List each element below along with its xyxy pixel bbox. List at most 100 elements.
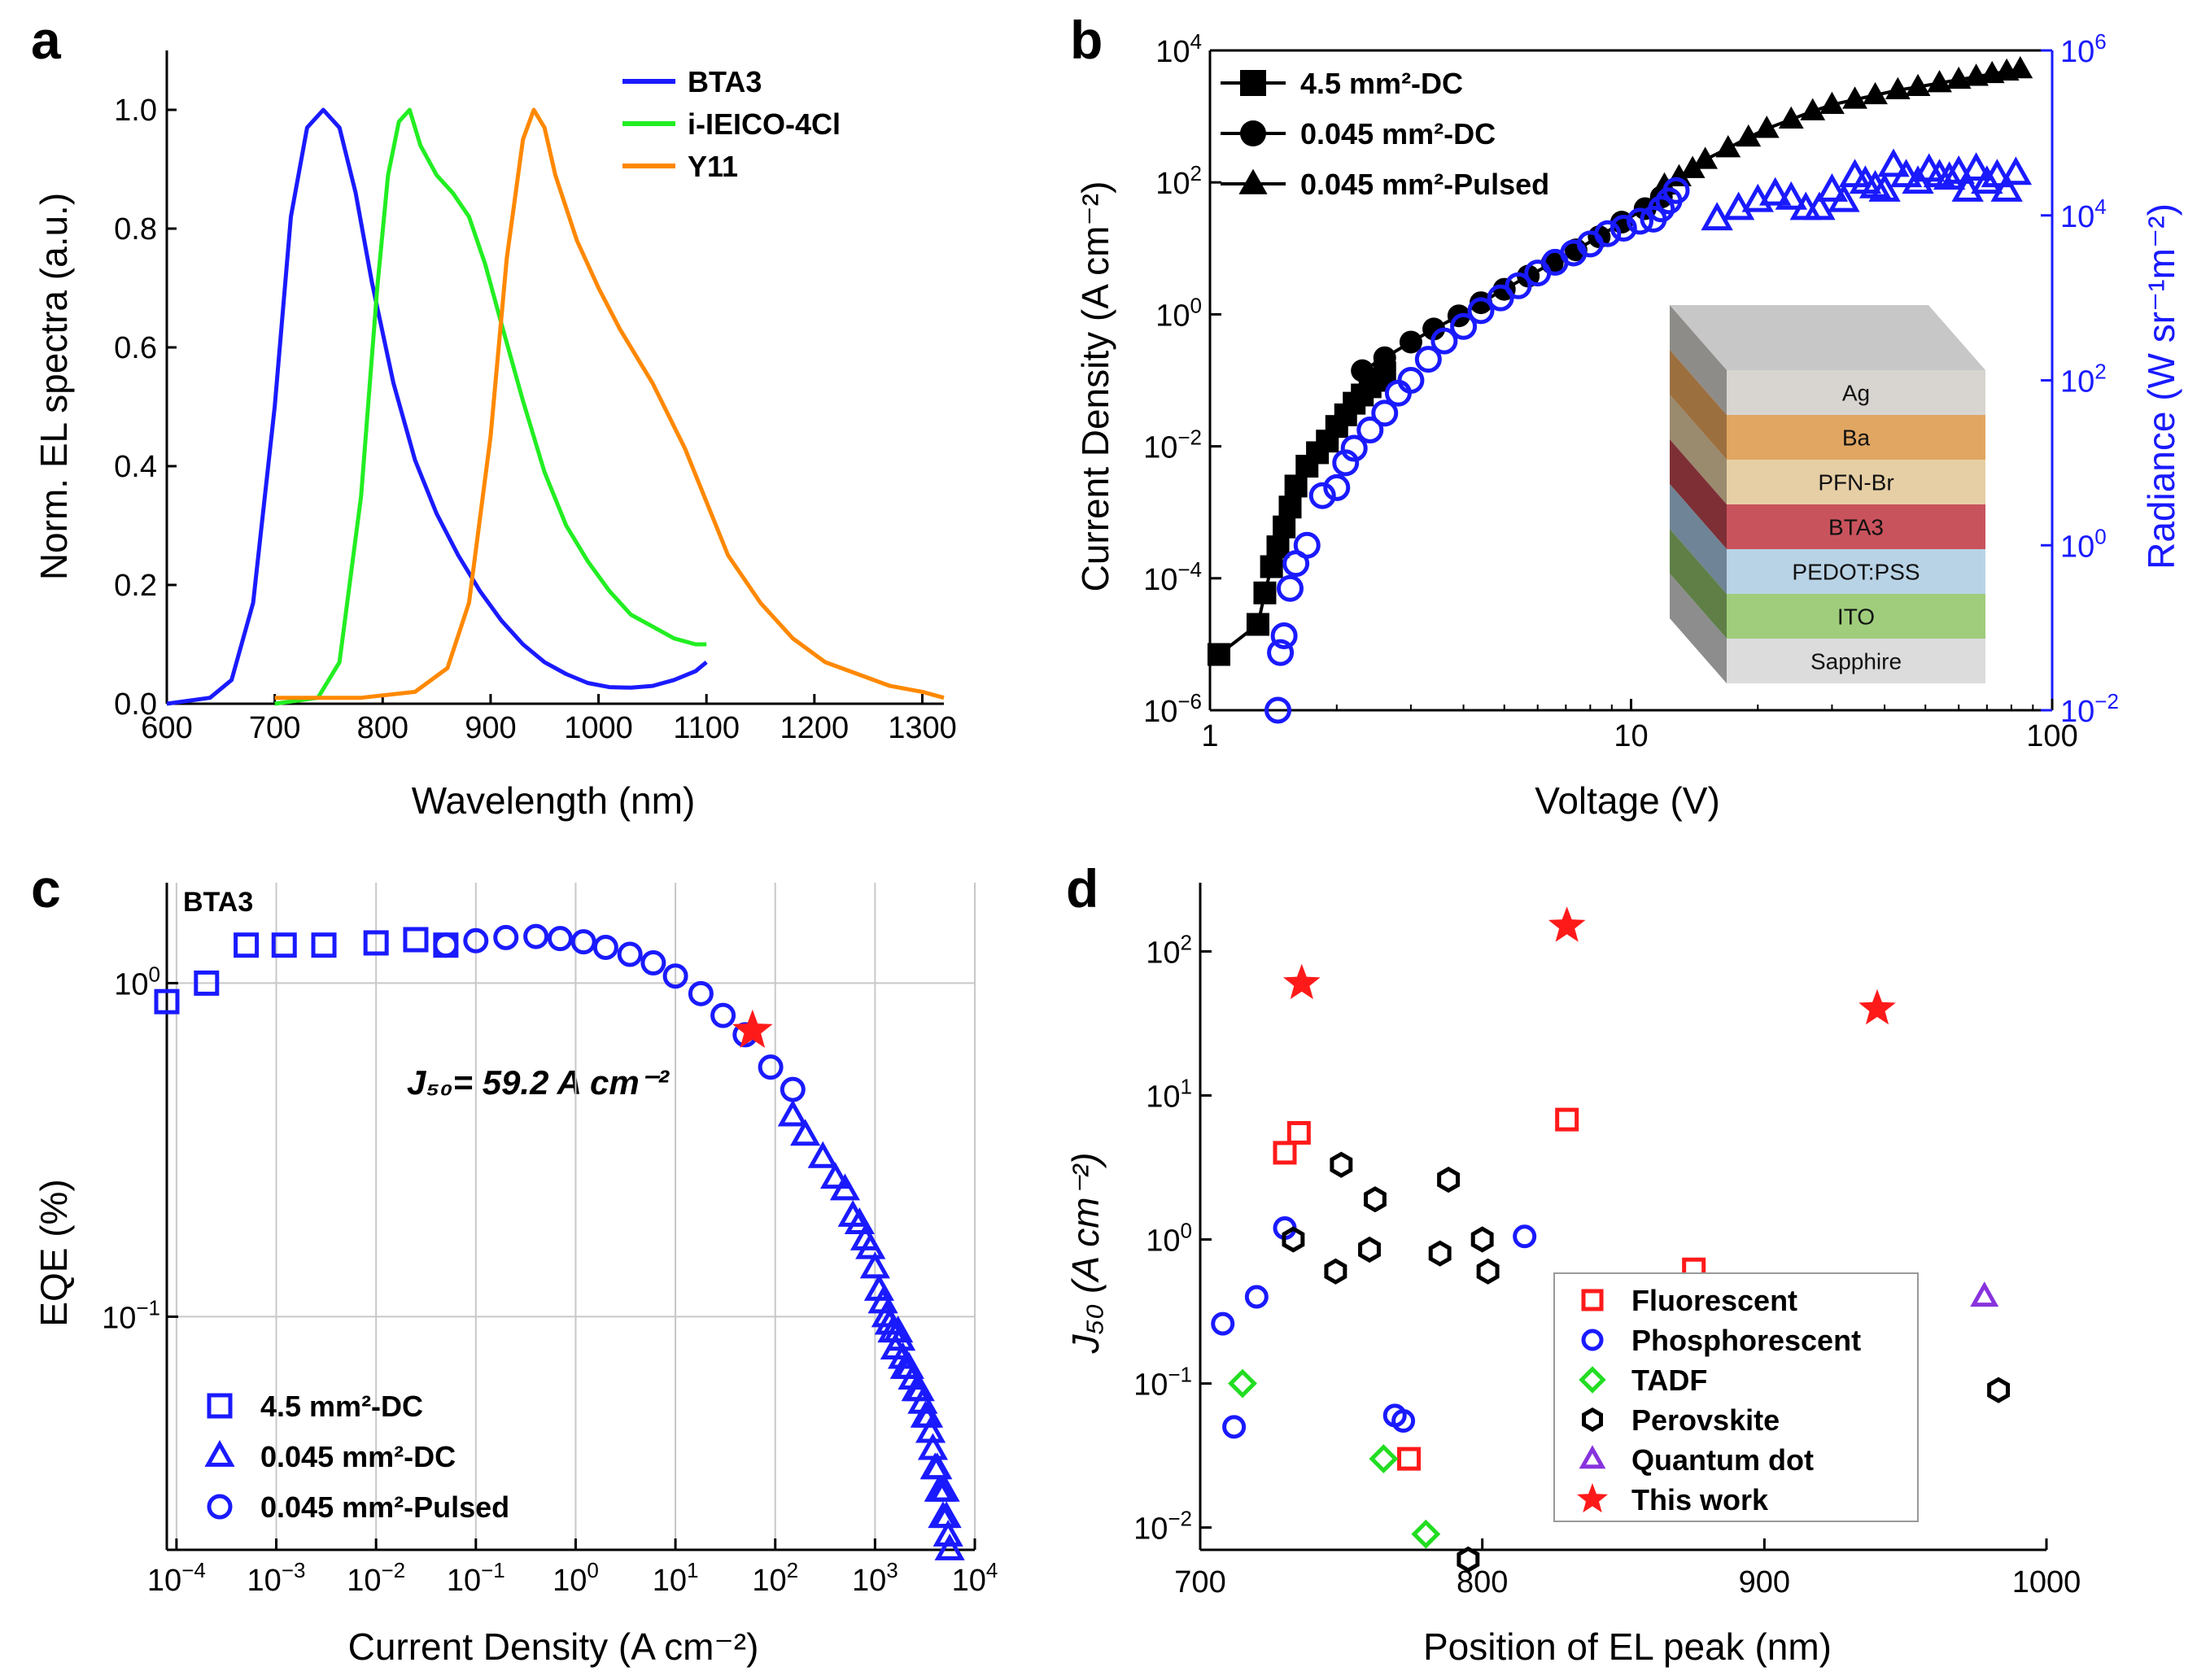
- data-point: [194, 970, 220, 996]
- x-tick-label: 101: [653, 1558, 699, 1598]
- inset-layer-front: [1727, 594, 1985, 639]
- legend-label: BTA3: [688, 65, 762, 98]
- y-tick-label: 0.4: [114, 450, 157, 484]
- x-tick-label: 700: [249, 711, 300, 745]
- inset-layer-side: [1670, 574, 1727, 683]
- inset-layer-side: [1670, 350, 1727, 460]
- y2-tick-label: 100: [2060, 524, 2107, 564]
- y2-tick-label: 104: [2060, 194, 2107, 234]
- series-line-y11: [274, 107, 945, 700]
- x-tick-label: 900: [1739, 1565, 1790, 1599]
- inset-layer-label: Sapphire: [1810, 649, 1902, 674]
- y2-tick-label: 10−2: [2060, 689, 2119, 729]
- data-point: [1759, 177, 1792, 206]
- y-tick-label: 102: [1146, 930, 1192, 970]
- data-point: [1211, 1311, 1235, 1336]
- legend-marker: [1240, 70, 1266, 96]
- y-tick-label: 0.0: [114, 687, 157, 722]
- legend-label: 0.045 mm²-Pulsed: [1300, 168, 1549, 201]
- data-point: [1778, 106, 1804, 129]
- legend-marker: [1581, 1289, 1604, 1311]
- data-point: [777, 1099, 808, 1127]
- panel-c-ylabel: EQE (%): [33, 1179, 75, 1326]
- data-point: [780, 1076, 806, 1102]
- x-tick-label: 104: [952, 1558, 998, 1598]
- x-tick-label: 100: [2026, 719, 2077, 753]
- data-point: [1594, 220, 1622, 247]
- legend-label: 4.5 mm²-DC: [260, 1390, 423, 1423]
- data-point: [1260, 555, 1283, 578]
- data-point: [1819, 91, 1845, 115]
- y-tick-label: 101: [1146, 1074, 1192, 1114]
- data-point: [570, 929, 596, 955]
- data-point: [1332, 449, 1360, 477]
- data-point: [523, 923, 549, 949]
- panel-label-d: d: [1066, 858, 1098, 919]
- x-tick-label: 900: [465, 711, 516, 745]
- inset-layer-side: [1670, 395, 1727, 504]
- data-point: [493, 924, 519, 950]
- data-point: [271, 932, 297, 958]
- panel-c-xlabel: Current Density (A cm⁻²): [348, 1625, 759, 1668]
- inset-layer-label: Ag: [1842, 381, 1870, 406]
- panel-c-sample-label: BTA3: [183, 887, 253, 918]
- data-point: [758, 1054, 784, 1080]
- panel-b-ylabel-right: Radiance (W sr⁻¹m⁻²): [2140, 203, 2182, 569]
- panel-label-a: a: [31, 10, 62, 70]
- inset-layer-label: PFN-Br: [1818, 470, 1893, 495]
- inset-layer-front: [1727, 639, 1985, 683]
- y-tick-label: 100: [1146, 1219, 1192, 1259]
- legend-marker: [1240, 120, 1266, 146]
- x-tick-label: 10: [1614, 719, 1648, 753]
- data-point: [1253, 581, 1277, 604]
- data-point: [1371, 399, 1399, 427]
- x-tick-label: 1100: [673, 711, 740, 745]
- x-tick-label: 100: [553, 1558, 599, 1598]
- data-point: [1228, 1368, 1257, 1399]
- panel-c-j50-annotation: J₅₀= 59.2 A cm⁻²: [407, 1063, 670, 1102]
- data-point: [1679, 155, 1706, 178]
- data-point: [1428, 1240, 1452, 1267]
- data-point: [547, 926, 573, 952]
- data-point: [929, 1474, 960, 1502]
- legend-marker: [204, 1439, 235, 1467]
- data-point: [1927, 70, 1952, 93]
- data-point: [844, 1207, 875, 1235]
- data-point: [1397, 1447, 1422, 1471]
- data-point: [1467, 297, 1495, 325]
- legend-label: Quantum dot: [1631, 1443, 1814, 1477]
- data-point: [1324, 1258, 1347, 1285]
- data-point: [1863, 81, 1888, 105]
- y-tick-label: 10−4: [1143, 557, 1202, 597]
- data-point: [1286, 1120, 1311, 1145]
- data-point: [1356, 417, 1384, 444]
- data-point: [732, 1009, 773, 1048]
- data-point: [1351, 359, 1374, 382]
- data-point: [1273, 515, 1296, 539]
- legend-label: Phosphorescent: [1631, 1324, 1861, 1357]
- inset-layer-front: [1727, 549, 1985, 594]
- legend-label: 4.5 mm²-DC: [1300, 67, 1463, 100]
- panel-d-xlabel: Position of EL peak (nm): [1423, 1625, 1832, 1668]
- legend-marker: [1582, 1407, 1603, 1432]
- data-point: [1971, 165, 2003, 194]
- legend-label: TADF: [1631, 1364, 1707, 1397]
- y-tick-label: 0.6: [114, 331, 157, 365]
- data-point: [662, 963, 688, 989]
- data-point: [819, 1162, 851, 1189]
- data-point: [1476, 1258, 1500, 1285]
- data-point: [1266, 535, 1290, 559]
- x-tick-label: 1200: [780, 711, 850, 745]
- inset-layer-front: [1727, 460, 1985, 504]
- data-point: [1970, 1281, 1999, 1307]
- y-tick-label: 104: [1155, 29, 1202, 69]
- inset-layer-side: [1670, 484, 1727, 594]
- inset-layer-front: [1727, 415, 1985, 460]
- data-point: [1267, 639, 1295, 666]
- data-point: [1278, 495, 1302, 519]
- y-tick-label: 0.2: [114, 569, 157, 603]
- data-point: [1391, 1409, 1416, 1433]
- data-point: [1222, 1415, 1247, 1439]
- y-tick-label: 1.0: [114, 94, 157, 128]
